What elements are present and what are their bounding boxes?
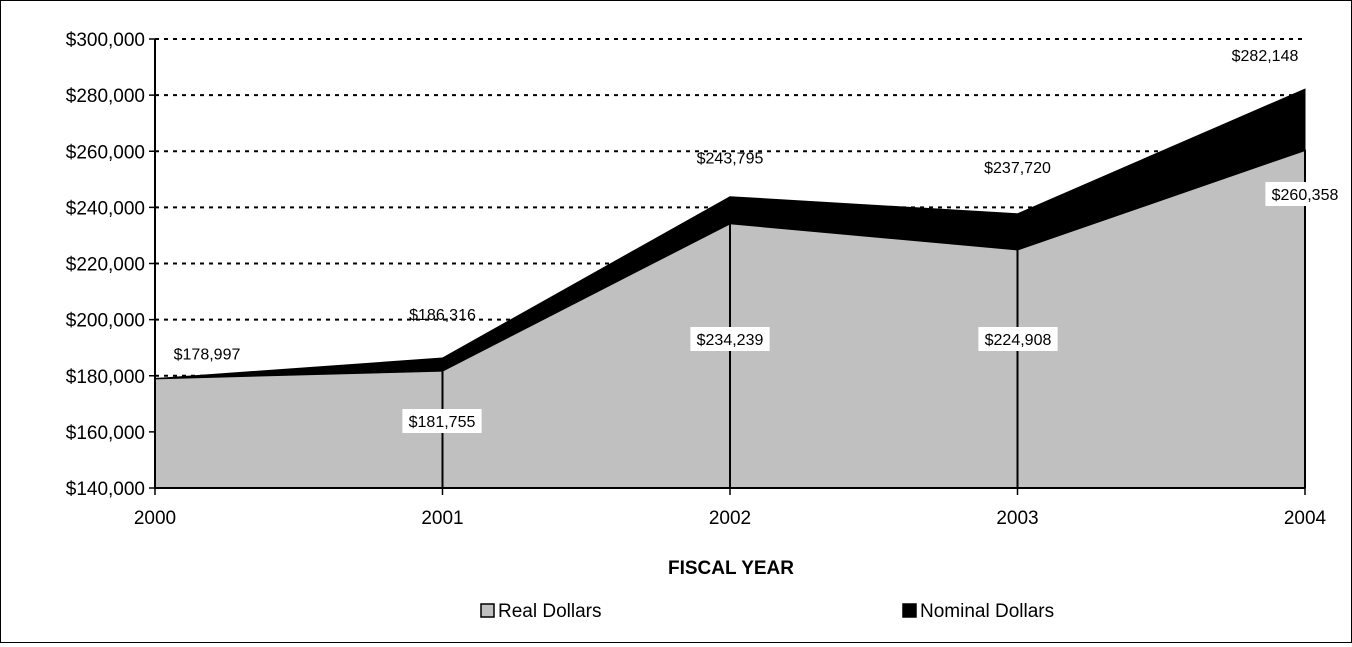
nominal-data-label: $282,148 bbox=[1232, 48, 1299, 65]
real-data-label: $260,358 bbox=[1272, 187, 1339, 204]
real-data-label: $234,239 bbox=[697, 332, 764, 349]
y-tick-label: $160,000 bbox=[66, 423, 145, 444]
nominal-data-label: $237,720 bbox=[984, 160, 1051, 177]
real-data-label: $181,755 bbox=[409, 414, 476, 431]
nominal-data-label: $186,316 bbox=[409, 307, 476, 324]
legend-label: Real Dollars bbox=[498, 601, 601, 622]
y-tick-label: $300,000 bbox=[66, 30, 145, 51]
y-tick-label: $200,000 bbox=[66, 311, 145, 332]
y-tick-label: $180,000 bbox=[66, 367, 145, 388]
x-tick-label: 2004 bbox=[1284, 508, 1327, 529]
y-tick-label: $280,000 bbox=[66, 86, 145, 107]
real-data-label-bg bbox=[690, 327, 770, 351]
legend-swatch bbox=[902, 603, 917, 618]
x-axis-title: FISCAL YEAR bbox=[668, 558, 794, 579]
nominal-data-label: $178,997 bbox=[174, 347, 241, 364]
y-tick-label: $140,000 bbox=[66, 479, 145, 500]
real-data-label-bg bbox=[1265, 182, 1345, 206]
legend-label: Nominal Dollars bbox=[920, 601, 1054, 622]
legend: Real Dollars Nominal Dollars bbox=[480, 601, 1054, 622]
real-data-label: $224,908 bbox=[985, 332, 1052, 349]
axes: $140,000 $160,000 $180,000 $200,000 $220,000… bbox=[66, 30, 1327, 529]
y-tick-label: $240,000 bbox=[66, 198, 145, 219]
area-series-group bbox=[154, 88, 1306, 489]
y-tick-label: $220,000 bbox=[66, 255, 145, 276]
x-tick-label: 2000 bbox=[134, 508, 176, 529]
data-labels: $178,997 $186,316 $243,795 $237,720 $282,148… bbox=[174, 48, 1345, 433]
x-tick-label: 2002 bbox=[709, 508, 751, 529]
real-data-label-bg bbox=[978, 327, 1058, 351]
nominal-data-label: $243,795 bbox=[697, 151, 764, 168]
x-tick-label: 2003 bbox=[996, 508, 1038, 529]
real-data-label-bg bbox=[402, 409, 482, 433]
legend-swatch bbox=[480, 603, 495, 618]
y-tick-label: $260,000 bbox=[66, 142, 145, 163]
x-tick-label: 2001 bbox=[421, 508, 463, 529]
